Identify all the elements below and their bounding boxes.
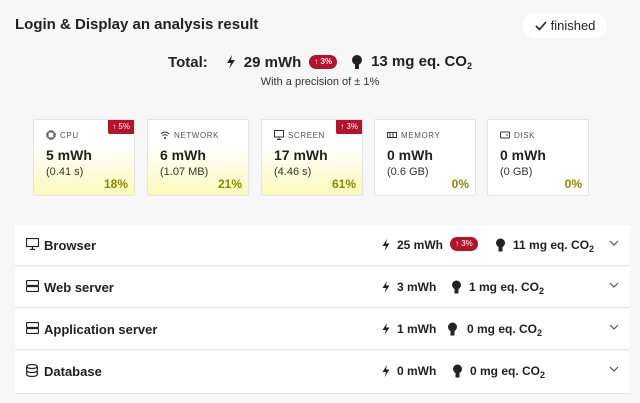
chevron: [609, 366, 619, 372]
card-detail: (0 GB): [500, 166, 533, 178]
card-name: MEMORY: [401, 130, 441, 140]
card-share: 21%: [217, 177, 242, 191]
page-title: Login & Display an analysis result: [15, 16, 259, 33]
bolt-icon: [382, 239, 390, 251]
row-name: Web server: [44, 280, 114, 295]
row-co2: 1 mg eq. CO2: [469, 280, 544, 296]
wifi-icon: [160, 131, 170, 139]
co2-icon: [448, 322, 457, 336]
co2-sub: 2: [539, 286, 545, 296]
row-badge: ↑ 3%: [450, 237, 478, 251]
total: Total: 29 mWh ↑ 3% 13 mg eq. CO2: [0, 53, 640, 71]
co2-text: 1 mg eq. CO: [469, 280, 540, 294]
card-name: CPU: [60, 130, 79, 140]
bolt-icon: [382, 323, 390, 335]
database-icon: [26, 364, 38, 377]
status-pill: finished: [523, 13, 607, 38]
co2-icon: [452, 280, 461, 294]
card: MEMORY 0 mWh (0.6 GB) 0%: [374, 119, 476, 196]
total-badge: ↑ 3%: [309, 55, 338, 69]
card-detail: (0.6 GB): [387, 166, 429, 178]
browser-icon: [26, 238, 39, 250]
card-name: NETWORK: [174, 130, 220, 140]
card-share: 18%: [103, 177, 128, 191]
card-badge: ↑ 5%: [108, 120, 134, 134]
row-co2: 0 mg eq. CO2: [467, 322, 542, 338]
row-energy: 3 mWh: [397, 280, 437, 294]
bolt-icon: [382, 365, 390, 377]
co2-sub: 2: [537, 328, 543, 338]
card-name: DISK: [514, 130, 536, 140]
row[interactable]: Database 0 mWh 0 mg eq. CO2: [15, 351, 630, 394]
server-icon: [26, 322, 39, 334]
row-name: Application server: [44, 322, 158, 337]
row-name: Browser: [44, 238, 97, 253]
bolt-icon: [226, 55, 235, 69]
co2-icon: [453, 364, 462, 378]
check-icon: [535, 20, 547, 31]
card-value: 17 mWh: [274, 147, 328, 163]
card-name: SCREEN: [288, 130, 325, 140]
card: NETWORK 6 mWh (1.07 MB) 21%: [147, 119, 249, 196]
row-energy: 1 mWh: [397, 322, 437, 336]
screen-icon: [274, 130, 284, 140]
row[interactable]: Browser 25 mWh ↑ 3% 11 mg eq. CO2: [15, 225, 630, 266]
row-name: Database: [44, 364, 102, 379]
card-value: 5 mWh: [46, 147, 92, 163]
co2-text: 11 mg eq. CO: [513, 238, 590, 252]
co2-sub: 2: [589, 244, 595, 254]
card-share: 0%: [451, 177, 469, 191]
row[interactable]: Web server 3 mWh 1 mg eq. CO2: [15, 267, 630, 308]
row[interactable]: Application server 1 mWh 0 mg eq. CO2: [15, 309, 630, 350]
card-value: 0 mWh: [387, 147, 433, 163]
total-label: Total:: [168, 53, 208, 71]
row-co2: 0 mg eq. CO2: [470, 364, 545, 380]
card-detail: (4.46 s): [274, 166, 312, 178]
row-energy: 25 mWh: [397, 238, 444, 252]
card-value: 0 mWh: [500, 147, 546, 163]
disk-icon: [500, 131, 510, 139]
card-value: 6 mWh: [160, 147, 206, 163]
total-energy: 29 mWh: [243, 53, 302, 71]
card-detail: (1.07 MB): [160, 166, 209, 178]
co2-icon: [352, 55, 363, 69]
card-head: CPU: [46, 130, 79, 140]
card-share: 61%: [331, 177, 356, 191]
chevron: [609, 324, 619, 330]
cpu-icon: [46, 130, 56, 140]
co2-sub: 2: [466, 61, 472, 71]
card-share: 0%: [564, 177, 582, 191]
card-head: NETWORK: [160, 130, 219, 140]
co2-text: 0 mg eq. CO: [470, 364, 541, 378]
card: SCREEN ↑ 3% 17 mWh (4.46 s) 61%: [261, 119, 363, 196]
card: CPU ↑ 5% 5 mWh (0.41 s) 18%: [33, 119, 135, 196]
co2-text: 13 mg eq. CO: [371, 53, 467, 70]
bolt-icon: [382, 281, 390, 293]
chevron: [609, 240, 619, 246]
card-badge: ↑ 3%: [336, 120, 362, 134]
status: finished: [550, 18, 596, 33]
row-co2: 11 mg eq. CO2: [513, 238, 594, 254]
co2-text: 0 mg eq. CO: [467, 322, 538, 336]
card-head: SCREEN: [274, 130, 325, 140]
co2-icon: [496, 238, 505, 252]
memory-icon: [387, 132, 397, 138]
row-energy: 0 mWh: [397, 364, 437, 378]
card-head: DISK: [500, 130, 535, 140]
card-head: MEMORY: [387, 130, 440, 140]
precision: With a precision of ± 1%: [260, 76, 380, 88]
co2-sub: 2: [540, 370, 546, 380]
total-co2: 13 mg eq. CO2: [371, 53, 472, 71]
card-detail: (0.41 s): [46, 166, 84, 178]
server-icon: [26, 280, 39, 292]
chevron: [609, 282, 619, 288]
card: DISK 0 mWh (0 GB) 0%: [487, 119, 589, 196]
